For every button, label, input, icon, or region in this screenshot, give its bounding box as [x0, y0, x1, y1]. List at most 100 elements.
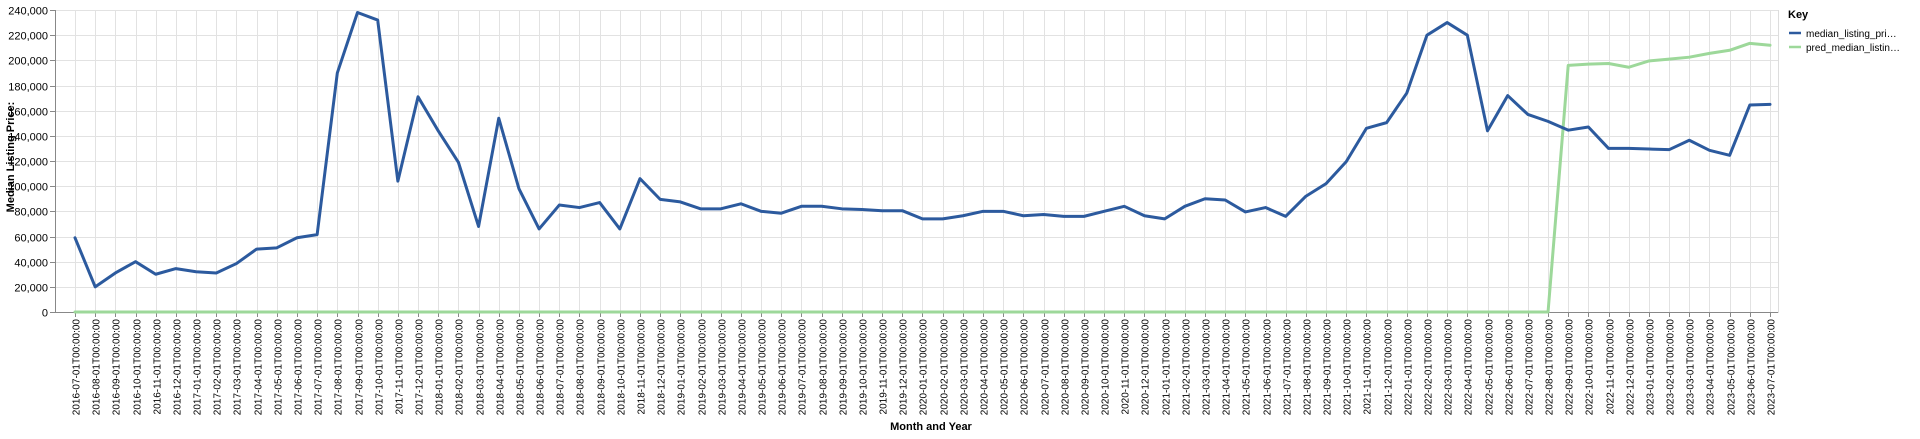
x-tick-label: 2016-09-01T00:00:00: [112, 319, 123, 416]
x-tick-label: 2016-07-01T00:00:00: [72, 319, 83, 416]
x-tick-label: 2018-09-01T00:00:00: [597, 319, 608, 416]
x-tick-label: 2021-08-01T00:00:00: [1303, 319, 1314, 416]
x-tick-label: 2017-03-01T00:00:00: [233, 319, 244, 416]
x-tick-label: 2023-07-01T00:00:00: [1767, 319, 1778, 416]
series-line-median-listing-price: [73, 11, 1772, 289]
y-tick-label: 120,000: [8, 157, 48, 169]
x-tick-label: 2017-08-01T00:00:00: [334, 319, 345, 416]
x-tick-label: 2022-07-01T00:00:00: [1525, 319, 1536, 416]
x-tick-label: 2021-04-01T00:00:00: [1222, 319, 1233, 416]
y-tick-label: 180,000: [8, 82, 48, 94]
series-line-pred-median-listing-price: [73, 41, 1772, 314]
x-tick-label: 2021-07-01T00:00:00: [1283, 319, 1294, 416]
x-tick-label: 2018-08-01T00:00:00: [576, 319, 587, 416]
x-tick-label: 2019-05-01T00:00:00: [758, 319, 769, 416]
x-tick-label: 2017-07-01T00:00:00: [314, 319, 325, 416]
x-tick-label: 2022-01-01T00:00:00: [1404, 319, 1415, 416]
x-tick-label: 2017-01-01T00:00:00: [193, 319, 204, 416]
x-tick-label: 2017-09-01T00:00:00: [355, 319, 366, 416]
x-tick-label: 2023-01-01T00:00:00: [1646, 319, 1657, 416]
x-tick-label: 2017-06-01T00:00:00: [294, 319, 305, 416]
legend-items: median_listing_pri… pred_median_listin…: [1789, 29, 1900, 54]
x-tick-label: 2019-04-01T00:00:00: [738, 319, 749, 416]
x-tick-label: 2021-02-01T00:00:00: [1182, 319, 1193, 416]
y-tick-label: 80,000: [14, 207, 48, 219]
grid: [55, 10, 1779, 313]
y-tick-label: 20,000: [14, 283, 48, 295]
x-tick-label: 2022-02-01T00:00:00: [1424, 319, 1435, 416]
x-tick-label: 2017-04-01T00:00:00: [254, 319, 265, 416]
x-tick-label: 2021-06-01T00:00:00: [1263, 319, 1274, 416]
y-tick-label: 40,000: [14, 258, 48, 270]
x-axis: 2016-07-01T00:00:00 2016-08-01T00:00:00 20…: [55, 312, 1778, 415]
x-tick-label: 2020-03-01T00:00:00: [960, 319, 971, 416]
x-tick-label: 2022-10-01T00:00:00: [1585, 319, 1596, 416]
x-tick-label: 2022-03-01T00:00:00: [1444, 319, 1455, 416]
y-tick-label: 0: [42, 308, 48, 320]
x-tick-label: 2018-05-01T00:00:00: [516, 319, 527, 416]
x-tick-label: 2023-06-01T00:00:00: [1747, 319, 1758, 416]
x-tick-label: 2021-10-01T00:00:00: [1343, 319, 1354, 416]
x-tick-label: 2023-02-01T00:00:00: [1666, 319, 1677, 416]
x-tick-label: 2017-02-01T00:00:00: [213, 319, 224, 416]
x-tick-label: 2019-12-01T00:00:00: [899, 319, 910, 416]
x-tick-label: 2020-12-01T00:00:00: [1141, 319, 1152, 416]
y-tick-label: 60,000: [14, 233, 48, 245]
x-tick-label: 2019-11-01T00:00:00: [879, 319, 890, 415]
x-tick-label: 2021-12-01T00:00:00: [1384, 319, 1395, 416]
x-tick-label: 2018-02-01T00:00:00: [455, 319, 466, 416]
x-tick-label: 2018-01-01T00:00:00: [435, 319, 446, 416]
y-tick-label: 240,000: [8, 6, 48, 18]
x-tick-label: 2020-10-01T00:00:00: [1101, 319, 1112, 416]
x-tick-label: 2021-09-01T00:00:00: [1323, 319, 1334, 416]
x-tick-label: 2019-09-01T00:00:00: [839, 319, 850, 416]
series-lines: [73, 11, 1772, 314]
x-tick-label: 2019-01-01T00:00:00: [677, 319, 688, 416]
x-tick-label: 2022-12-01T00:00:00: [1626, 319, 1637, 416]
x-tick-label: 2017-12-01T00:00:00: [415, 319, 426, 416]
x-tick-label: 2020-06-01T00:00:00: [1020, 319, 1031, 416]
x-tick-label: 2019-02-01T00:00:00: [698, 319, 709, 416]
x-tick-label: 2018-07-01T00:00:00: [556, 319, 567, 416]
x-tick-label: 2021-01-01T00:00:00: [1162, 319, 1173, 416]
x-tick-label: 2021-11-01T00:00:00: [1363, 319, 1374, 415]
x-tick-label: 2019-06-01T00:00:00: [778, 319, 789, 416]
x-tick-label: 2022-08-01T00:00:00: [1545, 319, 1556, 416]
x-tick-label: 2022-05-01T00:00:00: [1485, 319, 1496, 416]
x-tick-label: 2017-11-01T00:00:00: [395, 319, 406, 415]
y-tick-label: 200,000: [8, 56, 48, 68]
x-tick-label: 2020-05-01T00:00:00: [1000, 319, 1011, 416]
x-tick-label: 2019-07-01T00:00:00: [798, 319, 809, 416]
x-tick-label: 2023-04-01T00:00:00: [1706, 319, 1717, 416]
x-tick-label: 2020-09-01T00:00:00: [1081, 319, 1092, 416]
x-tick-label: 2017-05-01T00:00:00: [274, 319, 285, 416]
x-tick-label: 2018-10-01T00:00:00: [617, 319, 628, 416]
x-tick-label: 2019-03-01T00:00:00: [718, 319, 729, 416]
x-axis-title: Month and Year: [890, 421, 972, 433]
x-tick-label: 2022-11-01T00:00:00: [1606, 319, 1617, 415]
x-tick-label: 2020-11-01T00:00:00: [1121, 319, 1132, 415]
y-tick-label: 160,000: [8, 107, 48, 119]
x-tick-label: 2019-08-01T00:00:00: [819, 319, 830, 416]
x-tick-label: 2020-02-01T00:00:00: [940, 319, 951, 416]
x-tick-label: 2018-04-01T00:00:00: [496, 319, 507, 416]
x-tick-label: 2016-10-01T00:00:00: [133, 319, 144, 416]
x-tick-label: 2018-03-01T00:00:00: [476, 319, 487, 416]
y-tick-label: 140,000: [8, 132, 48, 144]
x-tick-label: 2022-09-01T00:00:00: [1565, 319, 1576, 416]
x-tick-label: 2016-11-01T00:00:00: [153, 319, 164, 415]
legend: Key median_listing_pri… pred_median_listi…: [1788, 9, 1900, 54]
x-tick-label: 2019-10-01T00:00:00: [859, 319, 870, 416]
x-tick-label: 2021-05-01T00:00:00: [1242, 319, 1253, 416]
x-tick-label: 2022-04-01T00:00:00: [1464, 319, 1475, 416]
legend-label: pred_median_listin…: [1806, 43, 1900, 54]
x-tick-label: 2018-11-01T00:00:00: [637, 319, 648, 415]
legend-title: Key: [1788, 9, 1809, 21]
x-tick-label: 2023-05-01T00:00:00: [1727, 319, 1738, 416]
x-tick-label: 2018-12-01T00:00:00: [657, 319, 668, 416]
y-axis-title: Median Listing Price:: [5, 102, 17, 213]
legend-label: median_listing_pri…: [1806, 29, 1897, 40]
y-tick-label: 220,000: [8, 31, 48, 43]
